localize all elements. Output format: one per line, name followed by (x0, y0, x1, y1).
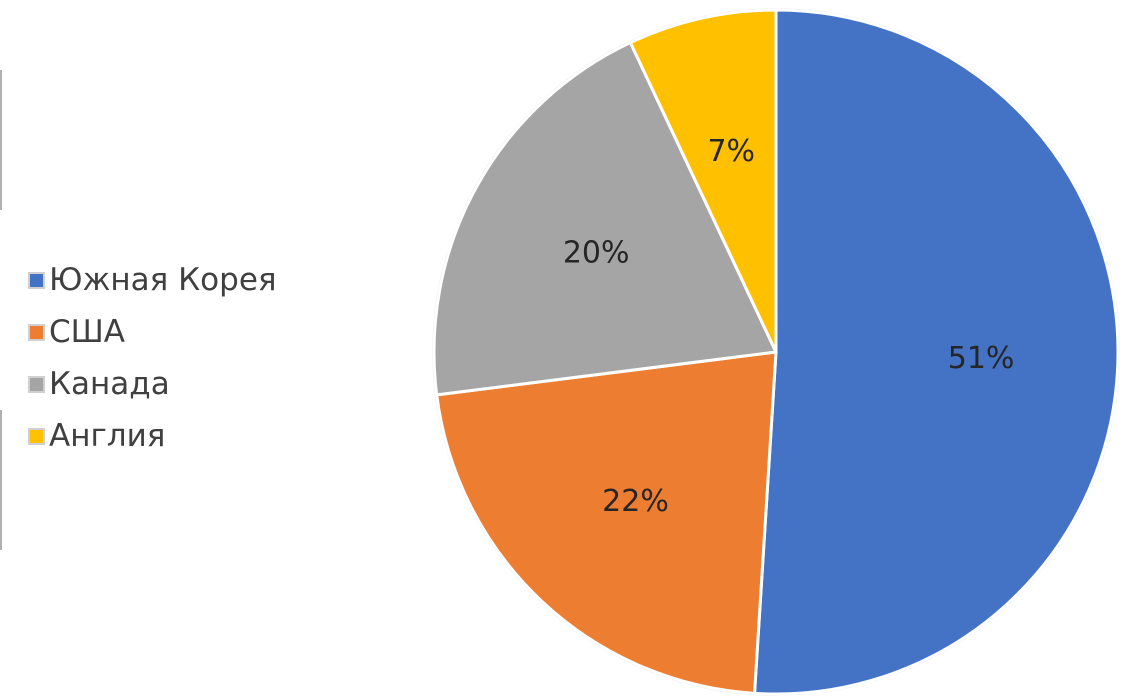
legend-swatch-canada (28, 375, 45, 393)
legend-item-canada[interactable]: Канада (28, 358, 277, 410)
pie-slice-usa[interactable] (435, 350, 778, 695)
slice-data-label-england: 7% (707, 134, 755, 169)
slice-data-label-south-korea: 51% (948, 341, 1015, 376)
chart-legend: Южная Корея США Канада Англия (28, 254, 277, 462)
legend-label-canada: Канада (49, 366, 170, 402)
legend-item-usa[interactable]: США (28, 306, 277, 358)
slice-data-label-usa: 22% (602, 484, 669, 519)
pie-slice-canada[interactable] (432, 41, 778, 397)
left-edge-divider (0, 70, 2, 210)
legend-item-south-korea[interactable]: Южная Корея (28, 254, 277, 306)
legend-swatch-usa (28, 323, 45, 341)
legend-item-england[interactable]: Англия (28, 410, 277, 462)
slice-data-label-canada: 20% (563, 236, 630, 271)
legend-label-south-korea: Южная Корея (49, 262, 277, 298)
pie-slice-south-korea[interactable] (753, 8, 1120, 696)
legend-label-england: Англия (49, 418, 166, 454)
pie-slice-england[interactable] (628, 8, 778, 354)
legend-label-usa: США (49, 314, 126, 350)
left-edge-divider (0, 410, 2, 550)
legend-swatch-england (28, 427, 45, 445)
legend-swatch-south-korea (28, 271, 45, 289)
